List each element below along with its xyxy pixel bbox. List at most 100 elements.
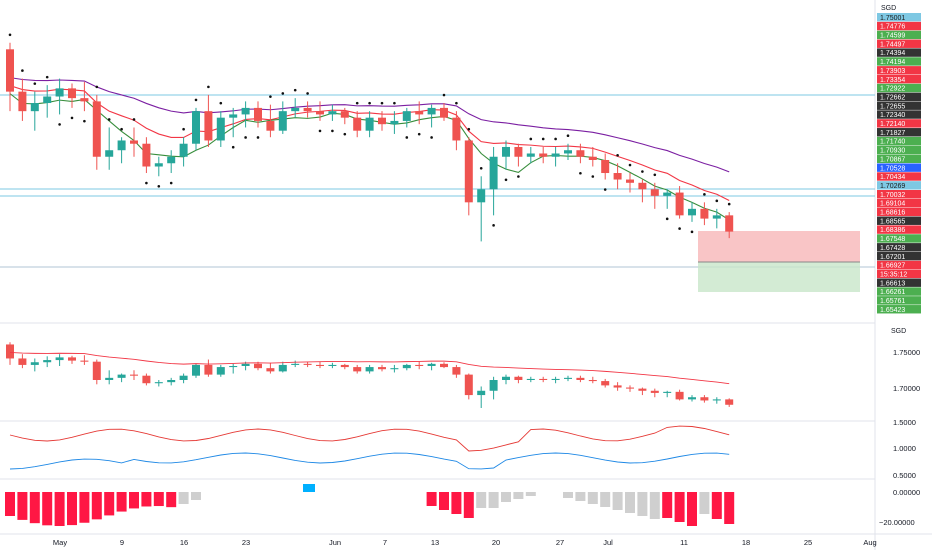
candle-body <box>638 182 647 190</box>
hist-bar <box>166 492 177 508</box>
price-label-bg <box>877 251 921 261</box>
candle-body <box>216 117 225 141</box>
candle-body <box>130 140 138 144</box>
hist-bar <box>439 492 449 510</box>
position-stop-zone[interactable] <box>698 231 860 262</box>
sar-dot <box>554 137 557 141</box>
sub-candle-body <box>266 368 275 372</box>
hist-bar <box>687 492 697 526</box>
candle-body <box>340 111 349 118</box>
hist-bar <box>476 492 487 508</box>
sar-dot <box>703 193 706 196</box>
candle-body <box>526 153 535 157</box>
sar-dot <box>45 75 49 79</box>
time-axis-label: 25 <box>804 538 812 547</box>
candle-body <box>650 189 659 196</box>
sub-candle-body <box>402 364 411 369</box>
hist-bar <box>54 492 65 526</box>
price-label: 1.72340 <box>880 112 905 119</box>
candle-body <box>415 111 424 115</box>
sub-candle-body <box>526 378 535 380</box>
position-target-zone[interactable] <box>698 262 860 292</box>
sar-dot <box>417 132 421 136</box>
price-label-bg <box>877 119 921 128</box>
sar-dot <box>492 224 495 227</box>
candle-body <box>254 107 262 121</box>
sub-candle-body <box>92 361 101 380</box>
sar-dot <box>678 227 681 230</box>
sar-dot <box>269 95 272 98</box>
sub-pane-candles <box>6 342 734 408</box>
time-axis[interactable]: May 9 16 23 Jun 7 13 20 27 Jul 11 18 25 Aug <box>53 538 877 547</box>
candle-body <box>229 114 238 118</box>
sar-dot <box>641 170 644 173</box>
sub-candle-body <box>291 363 300 365</box>
price-label-bg <box>877 181 921 190</box>
candle-body <box>601 160 610 174</box>
price-label-bg <box>877 198 921 208</box>
candle-body <box>427 107 436 115</box>
sar-dot <box>380 101 384 105</box>
sar-dot <box>231 145 235 149</box>
sar-dot <box>393 101 396 105</box>
hist-bar <box>563 492 573 498</box>
hist-bar <box>711 492 722 519</box>
candle-body <box>402 111 411 121</box>
hist-tick-neg20: −20.00000 <box>879 518 915 527</box>
sub-candle-body <box>55 357 64 361</box>
sub-candle-body <box>130 374 138 376</box>
candle-body <box>316 111 324 115</box>
sub-candle-body <box>278 364 287 372</box>
price-label: 1.67548 <box>880 236 905 243</box>
candle-body <box>105 150 114 157</box>
price-label: 1.66261 <box>880 289 905 296</box>
ema-slow-line <box>9 77 730 173</box>
sub-candle-body <box>254 363 262 369</box>
sub-candle-body <box>179 375 188 380</box>
candle-body <box>68 88 76 99</box>
price-label-bg <box>877 136 921 146</box>
time-axis-label: 27 <box>556 538 564 547</box>
sar-dot <box>70 116 74 120</box>
candle-body <box>303 107 312 112</box>
hist-bar <box>153 492 164 507</box>
price-label-bg <box>877 154 921 163</box>
candle-body <box>613 173 622 180</box>
sub-candle-body <box>650 390 659 393</box>
sar-dot <box>219 101 223 105</box>
sub-tick-1-70: 1.70000 <box>893 384 920 393</box>
candle-body <box>725 215 734 232</box>
hist-bar <box>104 492 115 516</box>
sub-candle-body <box>725 399 734 405</box>
sub-candle-body <box>154 382 163 384</box>
sar-dot <box>566 134 570 138</box>
sub-candle-body <box>18 358 27 365</box>
price-label: 1.68386 <box>880 227 905 234</box>
price-label-bg <box>877 48 921 57</box>
sar-dot <box>207 85 210 89</box>
time-axis-label: Aug <box>863 538 876 547</box>
price-label-bg <box>877 287 921 296</box>
price-label: 1.66613 <box>880 280 905 287</box>
candle-body <box>663 192 672 196</box>
price-label-bg <box>877 57 921 66</box>
sub-candle-body <box>477 390 486 396</box>
candles[interactable] <box>6 42 734 242</box>
candle-body <box>514 146 523 157</box>
candle-body <box>378 117 386 125</box>
price-label-bg <box>877 260 921 270</box>
price-label-bg <box>877 216 921 225</box>
sar-dot <box>442 93 446 97</box>
sub-candle-body <box>464 374 473 396</box>
oscillator-lines <box>9 425 730 470</box>
price-label: 1.71827 <box>880 130 905 137</box>
sar-dot <box>145 181 148 185</box>
time-axis-label: Jul <box>603 538 613 547</box>
price-label-bg <box>877 305 921 314</box>
sub-candle-body <box>117 374 126 378</box>
sub-candle-body <box>551 378 560 380</box>
hist-bar <box>116 492 127 512</box>
